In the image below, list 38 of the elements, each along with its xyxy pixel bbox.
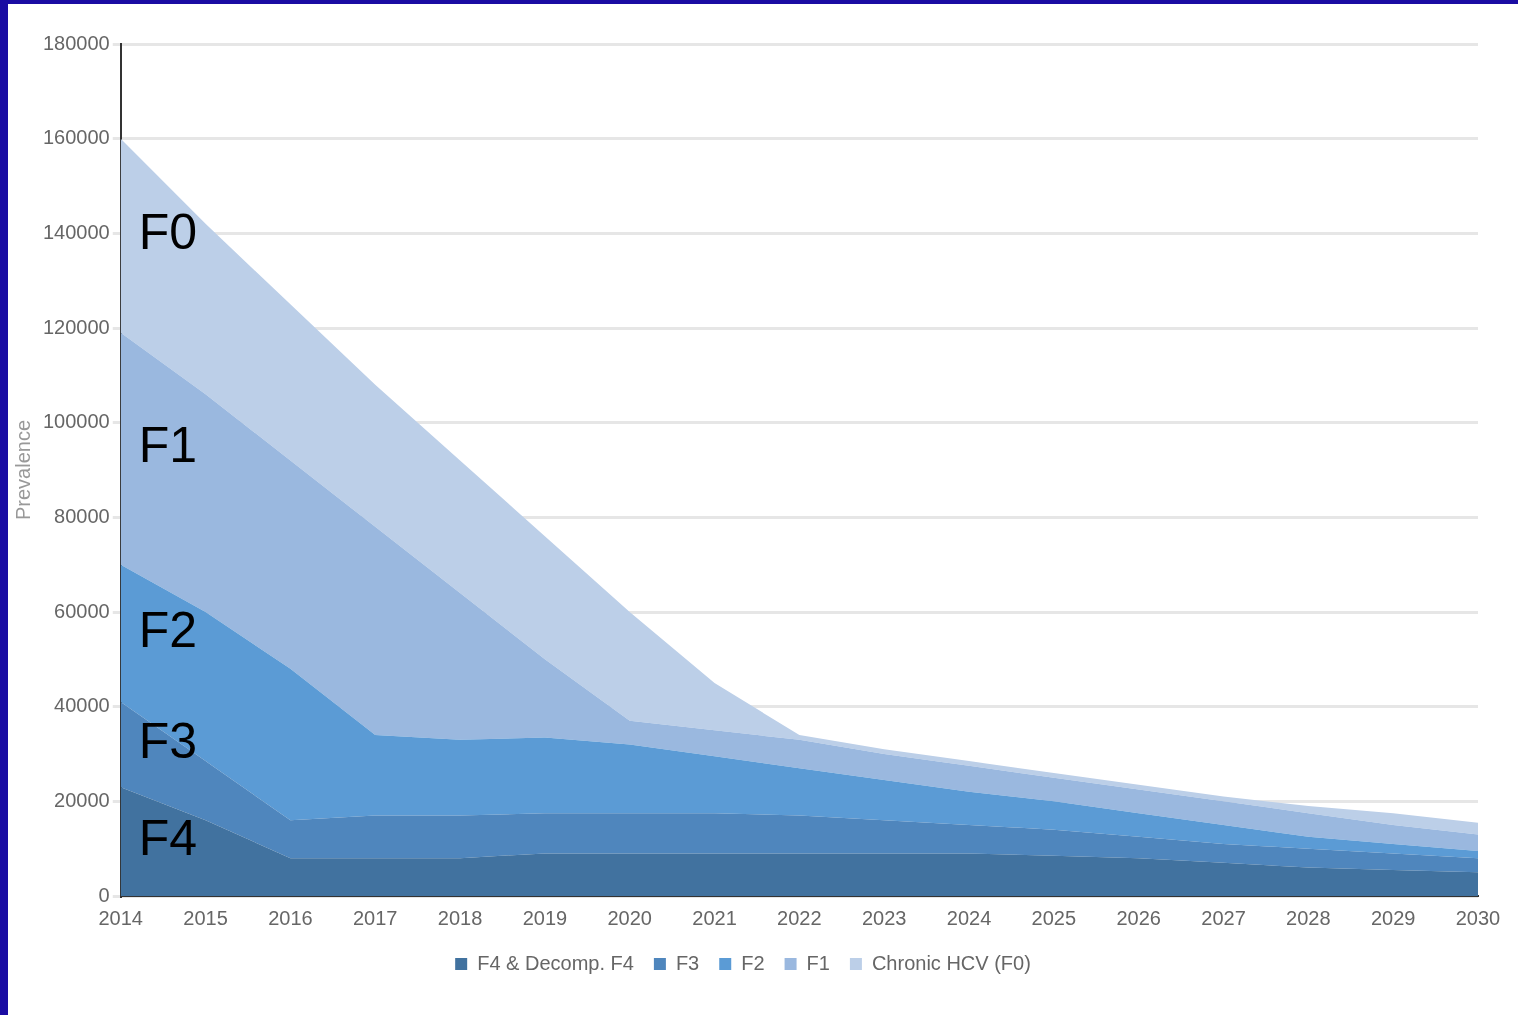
y-tick-label: 160000 bbox=[42, 126, 110, 149]
y-tick-label: 20000 bbox=[54, 788, 110, 811]
x-tick-label: 2028 bbox=[1286, 906, 1331, 929]
y-tick-label: 80000 bbox=[54, 504, 110, 527]
x-tick-label: 2030 bbox=[1455, 906, 1501, 929]
x-tick-label: 2017 bbox=[352, 906, 398, 929]
y-tick-label: 100000 bbox=[42, 410, 110, 433]
y-axis-title: Prevalence bbox=[11, 419, 34, 521]
x-tick-label: 2019 bbox=[522, 906, 568, 929]
x-tick-label: 2016 bbox=[268, 906, 313, 929]
y-tick-label: 120000 bbox=[42, 315, 110, 338]
x-tick-label: 2029 bbox=[1370, 906, 1416, 929]
x-tick-label: 2025 bbox=[1031, 906, 1077, 929]
legend-label: F2 bbox=[741, 951, 765, 974]
x-tick-label: 2018 bbox=[437, 906, 483, 929]
x-tick-label: 2015 bbox=[183, 906, 228, 929]
legend-label: F4 & Decomp. F4 bbox=[477, 951, 634, 974]
annotation: F0 bbox=[138, 204, 198, 261]
x-tick-label: 2023 bbox=[861, 906, 907, 929]
x-tick-label: 2022 bbox=[777, 906, 822, 929]
x-tick-label: 2026 bbox=[1116, 906, 1161, 929]
y-tick-label: 60000 bbox=[54, 599, 110, 622]
x-tick-label: 2014 bbox=[98, 906, 143, 929]
y-tick-label: 180000 bbox=[42, 31, 110, 54]
annotation: F1 bbox=[138, 417, 198, 474]
legend-label: F3 bbox=[675, 951, 700, 974]
annotation: F4 bbox=[138, 810, 198, 867]
x-tick-label: 2027 bbox=[1201, 906, 1246, 929]
annotation: F2 bbox=[138, 602, 198, 659]
legend-label: Chronic HCV (F0) bbox=[871, 951, 1031, 974]
x-tick-label: 2020 bbox=[607, 906, 652, 929]
x-tick-label: 2021 bbox=[692, 906, 737, 929]
annotation: F3 bbox=[138, 713, 198, 770]
x-tick-label: 2024 bbox=[946, 906, 992, 929]
y-tick-label: 40000 bbox=[54, 694, 110, 717]
y-tick-label: 0 bbox=[98, 883, 110, 906]
y-tick-label: 140000 bbox=[42, 220, 110, 243]
legend-label: F1 bbox=[806, 951, 830, 974]
